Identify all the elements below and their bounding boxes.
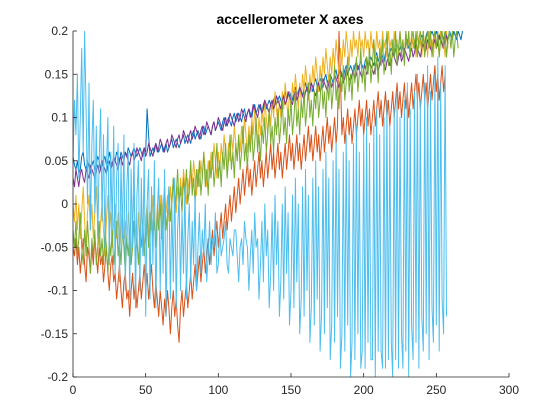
y-tick-label: 0.15 — [45, 67, 69, 81]
x-tick-label: 200 — [354, 383, 374, 397]
y-tick-label: 0.2 — [51, 24, 68, 38]
y-tick-label: -0.15 — [41, 327, 69, 341]
y-tick-label: -0.05 — [41, 240, 69, 254]
chart-title: accellerometer X axes — [216, 11, 363, 27]
y-tick-label: -0.2 — [47, 370, 68, 384]
y-tick-label: 0.05 — [45, 154, 69, 168]
y-tick-label: 0 — [61, 197, 68, 211]
x-tick-label: 150 — [281, 383, 301, 397]
x-tick-label: 250 — [426, 383, 446, 397]
y-tick-label: 0.1 — [51, 111, 68, 125]
y-axis-ticks: -0.2 -0.15 -0.1 -0.05 0 0.05 0.1 0.15 0.2 — [41, 24, 77, 384]
x-tick-label: 300 — [499, 383, 519, 397]
x-tick-label: 50 — [139, 383, 153, 397]
y-tick-label: -0.1 — [47, 284, 68, 298]
series-layer — [73, 31, 463, 377]
x-tick-label: 0 — [70, 383, 77, 397]
x-tick-label: 100 — [208, 383, 228, 397]
series-line-6 — [73, 31, 447, 377]
